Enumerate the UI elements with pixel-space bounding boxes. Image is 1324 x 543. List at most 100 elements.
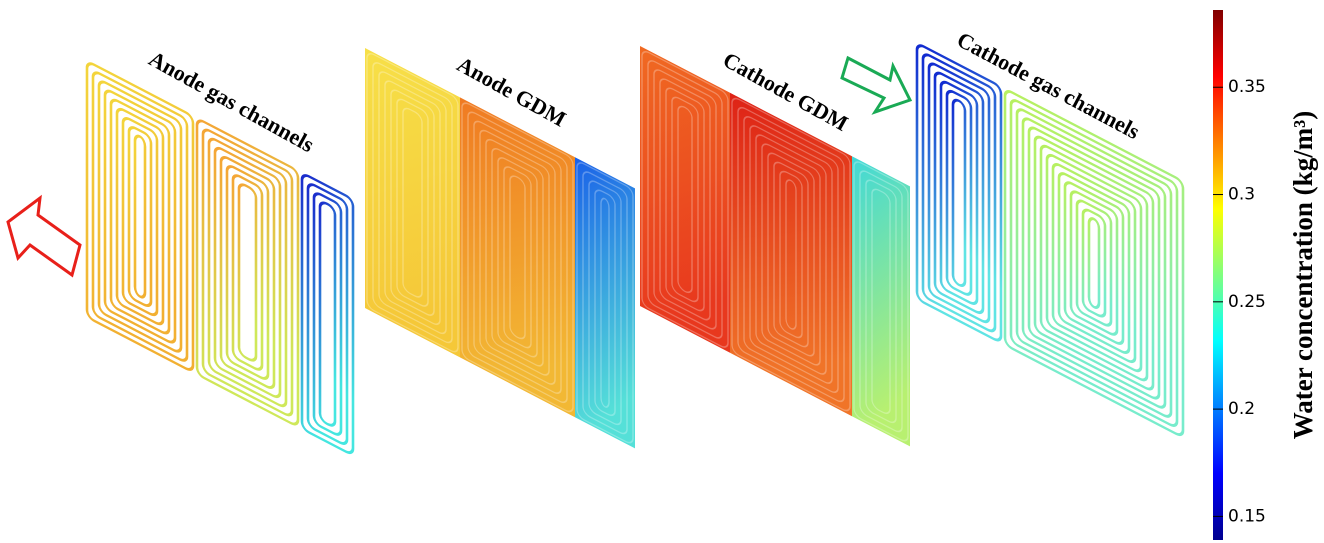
channel-shade — [743, 116, 839, 393]
channel — [1045, 153, 1143, 373]
channel — [85, 62, 195, 371]
channel-shade — [467, 111, 568, 404]
channel-shade — [491, 148, 544, 367]
channel-shade — [582, 171, 628, 435]
channel — [109, 98, 171, 335]
channel — [1057, 172, 1131, 354]
colorbar — [1213, 10, 1223, 540]
colorbar-tick-label: 0.2 — [1228, 399, 1255, 419]
gdm-region — [730, 92, 852, 417]
gdm-region — [365, 48, 460, 358]
channel-shade — [779, 170, 803, 339]
channel-shade — [659, 78, 711, 321]
channel — [1075, 199, 1113, 327]
channel — [1081, 208, 1107, 318]
channel — [195, 119, 300, 426]
channel — [201, 128, 294, 417]
channel — [945, 89, 973, 296]
inlet-arrow — [840, 55, 913, 115]
channel-shade — [785, 179, 797, 330]
channel — [1051, 163, 1137, 364]
channel-shade — [396, 98, 429, 307]
channel — [231, 174, 264, 371]
panel-title: Anode gas channels — [145, 46, 319, 158]
channel — [915, 44, 1003, 342]
channel-shade — [653, 69, 717, 330]
channel — [219, 156, 276, 389]
channel — [1033, 135, 1155, 391]
channel-shade — [588, 180, 622, 426]
channel-shade — [497, 157, 538, 358]
channel — [921, 53, 997, 333]
channel-shade — [372, 62, 453, 344]
channel — [1063, 181, 1125, 345]
colorbar-label: Water concentration (kg/m³) — [1288, 111, 1318, 440]
channel — [103, 89, 177, 344]
channel-shade — [600, 197, 610, 408]
channel-shade — [503, 166, 532, 349]
channel — [91, 71, 189, 362]
channel-shade — [767, 152, 815, 357]
gdm-region — [852, 156, 910, 447]
channel — [127, 126, 153, 308]
colorbar-tick-label: 0.3 — [1228, 185, 1255, 205]
channel-shade — [853, 161, 909, 442]
channel-shade — [378, 71, 447, 335]
channel-shade — [384, 80, 441, 326]
channel-shade — [865, 179, 897, 424]
colorbar-tick-label: 0.25 — [1228, 292, 1266, 312]
channel-shade — [749, 125, 833, 384]
channel-shade — [479, 129, 556, 385]
channel — [1009, 99, 1179, 427]
gdm-region — [575, 157, 635, 449]
channel-shade — [871, 188, 891, 415]
channel — [1069, 190, 1119, 336]
channel — [927, 62, 991, 324]
channel-shade — [485, 138, 550, 376]
channel — [1015, 108, 1173, 418]
channel-shade — [509, 175, 526, 340]
channel-shade — [473, 120, 562, 394]
panel — [85, 62, 355, 455]
gdm-region — [460, 97, 575, 418]
channel — [237, 183, 258, 362]
channel — [207, 137, 288, 408]
channel — [1003, 90, 1185, 437]
channel-shade — [647, 60, 723, 339]
panel — [365, 48, 635, 449]
channel — [115, 107, 165, 326]
channel-shade — [594, 189, 616, 417]
channel-shade — [737, 106, 845, 403]
channel-shade — [859, 170, 903, 433]
channel-shade — [390, 89, 435, 316]
channel-shade — [366, 53, 459, 353]
channel — [312, 192, 343, 436]
channel-shade — [665, 87, 705, 312]
channel — [1027, 126, 1161, 400]
channel-shade — [761, 143, 821, 366]
channel — [225, 165, 270, 380]
outlet-arrow — [6, 194, 82, 278]
channel-shade — [677, 105, 693, 294]
channel-shade — [773, 161, 809, 348]
panel — [640, 46, 910, 447]
colorbar-ticks: 0.15 0.2 0.25 0.3 0.35 — [1213, 77, 1266, 526]
channel-shade — [671, 96, 699, 303]
channel — [213, 146, 282, 399]
channel — [933, 71, 985, 315]
channel — [318, 201, 337, 427]
channel — [1087, 217, 1101, 310]
channel — [939, 80, 979, 305]
panels — [85, 44, 1185, 455]
channel — [306, 183, 349, 445]
channel — [1039, 144, 1149, 382]
channel-shade — [755, 134, 827, 375]
channel-shade — [402, 107, 423, 298]
channel-shade — [576, 162, 634, 444]
colorbar-tick-label: 0.35 — [1228, 77, 1266, 97]
channel — [97, 80, 183, 353]
channel-shade — [461, 102, 574, 413]
channel — [1021, 117, 1167, 409]
gdm-region — [640, 46, 730, 353]
